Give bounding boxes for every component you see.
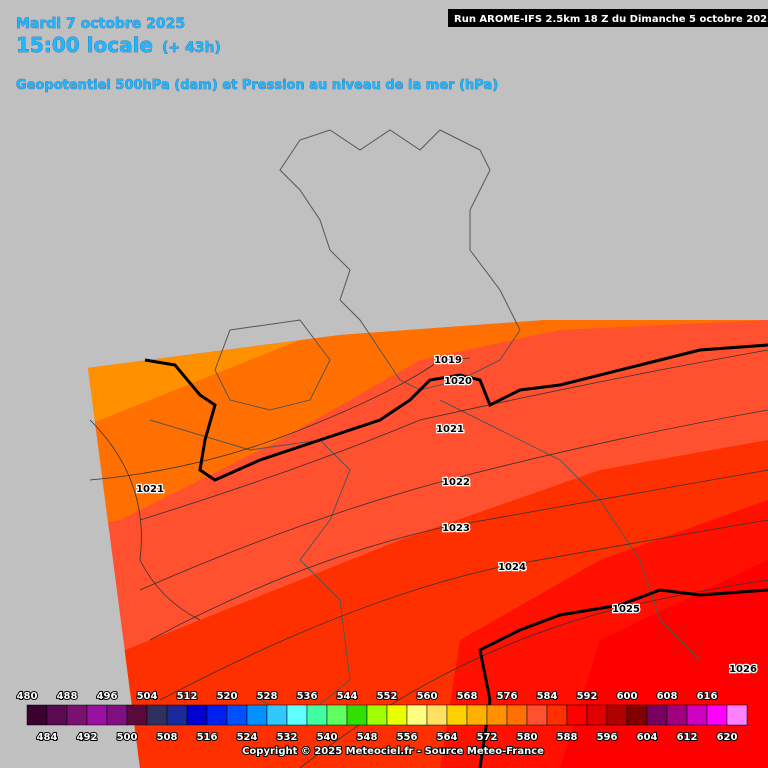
legend-label: 544 [337, 691, 358, 702]
isobar-label: 1021 [436, 424, 464, 435]
legend-label: 596 [597, 732, 618, 743]
isobar-lines [89, 349, 768, 768]
legend-swatch [26, 704, 48, 726]
legend-swatch [606, 704, 628, 726]
legend-label: 588 [557, 732, 578, 743]
legend-label: 532 [277, 732, 298, 743]
legend-swatch [346, 704, 368, 726]
legend-label: 616 [697, 691, 718, 702]
legend-label: 620 [717, 732, 738, 743]
legend-swatch [326, 704, 348, 726]
legend-swatch [246, 704, 268, 726]
map-title: Geopotentiel 500hPa (dam) et Pression au… [16, 78, 498, 93]
legend-label: 492 [77, 732, 98, 743]
legend-label: 488 [57, 691, 78, 702]
isobar-label: 1025 [612, 604, 640, 615]
legend-swatch [566, 704, 588, 726]
legend-label: 612 [677, 732, 698, 743]
legend-swatch [46, 704, 68, 726]
legend-swatch [726, 704, 748, 726]
legend-label: 540 [317, 732, 338, 743]
legend-swatch [626, 704, 648, 726]
lead-time: (+ 43h) [162, 40, 221, 56]
legend-label: 604 [637, 732, 658, 743]
legend-label: 524 [237, 732, 258, 743]
legend-swatch [586, 704, 608, 726]
geopotential-line [478, 588, 768, 768]
isobar-label: 1024 [498, 562, 526, 573]
copyright: Copyright © 2025 Meteociel.fr - Source M… [242, 746, 544, 757]
legend-swatch [186, 704, 208, 726]
run-info: Run AROME-IFS 2.5km 18 Z du Dimanche 5 o… [454, 14, 768, 25]
legend-label: 520 [217, 691, 238, 702]
time: 15:00 locale [16, 33, 153, 57]
legend-swatch [146, 704, 168, 726]
legend-label: 536 [297, 691, 318, 702]
legend-label: 480 [17, 691, 38, 702]
legend-swatch [506, 704, 528, 726]
isobar-label: 1021 [136, 484, 164, 495]
legend-label: 552 [377, 691, 398, 702]
isobar-label: 1023 [442, 523, 470, 534]
legend-swatch [466, 704, 488, 726]
legend-swatch [286, 704, 308, 726]
legend-swatch [426, 704, 448, 726]
legend-label: 504 [137, 691, 158, 702]
date: Mardi 7 octobre 2025 [16, 16, 185, 32]
legend-label: 564 [437, 732, 458, 743]
legend-swatch [526, 704, 548, 726]
legend-swatch [306, 704, 328, 726]
legend-swatch [66, 704, 88, 726]
legend-label: 512 [177, 691, 198, 702]
legend-swatch [126, 704, 148, 726]
isobar-label: 1019 [434, 355, 462, 366]
geopotential-line [144, 343, 768, 482]
legend-label: 608 [657, 691, 678, 702]
legend-label: 500 [117, 732, 138, 743]
legend-label: 584 [537, 691, 558, 702]
legend-swatch [686, 704, 708, 726]
legend-label: 580 [517, 732, 538, 743]
legend-swatch [166, 704, 188, 726]
legend-swatch [206, 704, 228, 726]
run-box [448, 9, 768, 27]
legend-label: 568 [457, 691, 478, 702]
legend-swatch [666, 704, 688, 726]
legend-label: 556 [397, 732, 418, 743]
legend-swatch [86, 704, 108, 726]
legend-label: 600 [617, 691, 638, 702]
isobar-label: 1026 [729, 664, 757, 675]
legend-swatch [106, 704, 128, 726]
legend-swatch [266, 704, 288, 726]
legend-swatch [226, 704, 248, 726]
legend-label: 516 [197, 732, 218, 743]
isobar-label: 1020 [444, 376, 472, 387]
legend-swatch [706, 704, 728, 726]
legend-label: 572 [477, 732, 498, 743]
legend-swatch [646, 704, 668, 726]
legend-swatch [486, 704, 508, 726]
legend-label: 576 [497, 691, 518, 702]
legend-swatch [446, 704, 468, 726]
isobar-label: 1022 [442, 477, 470, 488]
legend-swatch [546, 704, 568, 726]
legend-swatch [366, 704, 388, 726]
legend-label: 496 [97, 691, 118, 702]
legend-label: 528 [257, 691, 278, 702]
legend-label: 592 [577, 691, 598, 702]
legend-label: 508 [157, 732, 178, 743]
legend-swatch [406, 704, 428, 726]
legend-swatch [386, 704, 408, 726]
legend-label: 548 [357, 732, 378, 743]
legend-label: 484 [37, 732, 58, 743]
legend-label: 560 [417, 691, 438, 702]
